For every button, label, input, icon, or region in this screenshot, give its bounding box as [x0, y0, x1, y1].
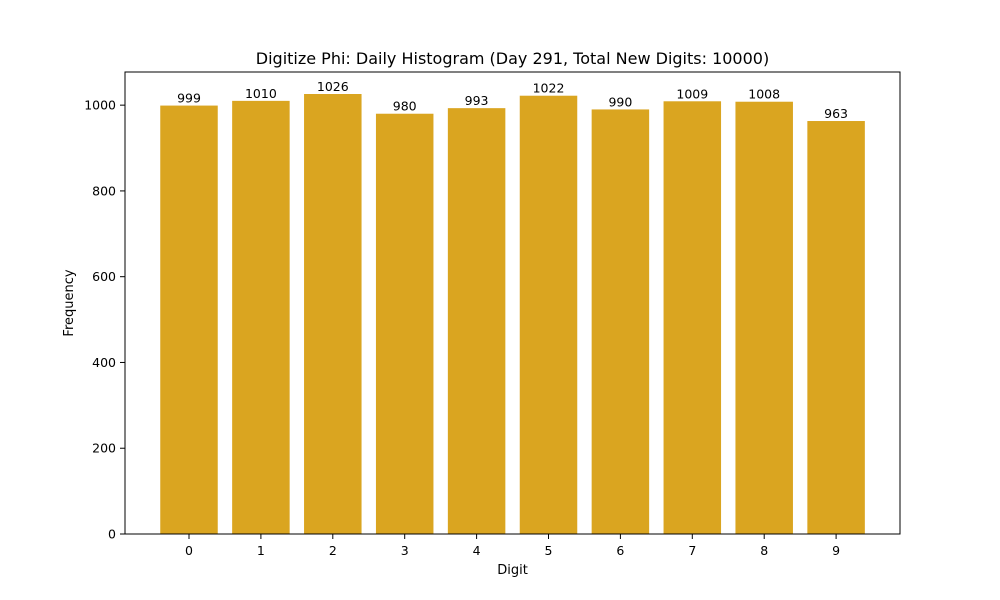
data-label-digit-3: 980	[393, 99, 417, 114]
x-tick-label: 7	[688, 543, 696, 558]
x-tick-label: 5	[545, 543, 553, 558]
bar-digit-1	[232, 100, 290, 534]
data-labels-group: 999 1010 1026 980 993 1022 990 1009 1008 963	[177, 79, 848, 121]
y-axis-ticks: 0 200 400 600 800 1000	[84, 98, 125, 542]
bar-digit-8	[735, 101, 793, 534]
x-tick-label: 3	[401, 543, 409, 558]
data-label-digit-2: 1026	[317, 79, 349, 94]
y-tick-label: 0	[108, 527, 116, 542]
bar-digit-5	[519, 95, 578, 535]
bar-digit-7	[663, 101, 722, 534]
y-tick-label: 1000	[84, 98, 116, 113]
y-tick-label: 600	[92, 269, 116, 284]
bar-digit-9	[807, 121, 865, 534]
y-tick-label: 800	[92, 183, 116, 198]
bar-digit-4	[447, 108, 506, 535]
data-label-digit-4: 993	[465, 93, 489, 108]
x-axis-ticks: 0 1 2 3 4 5 6 7 8 9	[185, 534, 840, 558]
x-axis-label: Digit	[497, 563, 528, 578]
bars-group	[160, 94, 865, 535]
data-label-digit-6: 990	[608, 94, 632, 109]
x-tick-label: 0	[185, 543, 193, 558]
data-label-digit-0: 999	[177, 91, 201, 106]
y-tick-label: 200	[92, 441, 116, 456]
bar-digit-3	[375, 113, 434, 534]
data-label-digit-5: 1022	[533, 81, 565, 96]
data-label-digit-1: 1010	[245, 86, 277, 101]
x-tick-label: 6	[616, 543, 624, 558]
y-tick-label: 400	[92, 355, 116, 370]
bar-digit-0	[160, 105, 218, 534]
x-tick-label: 9	[832, 543, 840, 558]
chart-title: Digitize Phi: Daily Histogram (Day 291, …	[256, 49, 769, 68]
data-label-digit-7: 1009	[676, 86, 708, 101]
data-label-digit-8: 1008	[748, 87, 780, 102]
x-tick-label: 1	[257, 543, 265, 558]
y-axis-label: Frequency	[62, 269, 77, 336]
data-label-digit-9: 963	[824, 106, 848, 121]
x-tick-label: 4	[473, 543, 481, 558]
bar-digit-2	[304, 94, 362, 534]
bar-digit-6	[591, 109, 650, 534]
x-tick-label: 8	[760, 543, 768, 558]
plot-frame	[124, 71, 901, 535]
x-tick-label: 2	[329, 543, 337, 558]
